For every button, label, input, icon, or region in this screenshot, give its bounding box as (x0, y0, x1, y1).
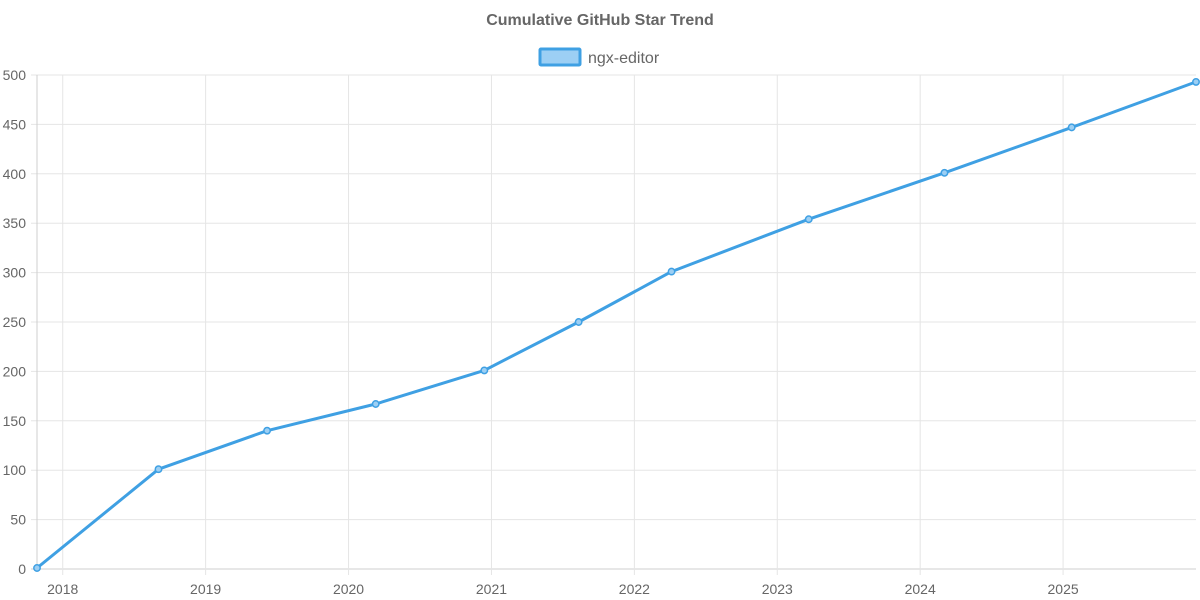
data-point[interactable] (263, 426, 272, 435)
data-point[interactable] (1192, 77, 1200, 86)
x-tick-label: 2019 (190, 581, 221, 597)
series-layer (33, 77, 1200, 572)
y-axis-ticks: 0 50 100 150 200 250 300 350 400 450 500 (3, 67, 27, 577)
legend-label: ngx-editor (588, 50, 660, 67)
legend[interactable]: ngx-editor (538, 47, 660, 67)
data-point[interactable] (574, 318, 583, 326)
x-axis-ticks: 2018 2019 2020 2021 2022 2023 2024 2025 (47, 581, 1079, 597)
x-tick-label: 2018 (47, 581, 78, 597)
data-point[interactable] (480, 366, 489, 375)
data-point[interactable] (154, 465, 163, 474)
y-tick-label: 0 (18, 561, 26, 577)
legend-swatch (538, 47, 582, 67)
y-tick-label: 50 (10, 512, 26, 528)
x-tick-label: 2025 (1048, 581, 1079, 597)
chart-title: Cumulative GitHub Star Trend (486, 12, 714, 29)
y-tick-label: 450 (3, 116, 27, 132)
x-tick-label: 2020 (333, 581, 364, 597)
data-point[interactable] (940, 168, 949, 177)
x-tick-label: 2024 (905, 581, 936, 597)
y-tick-label: 350 (3, 215, 27, 231)
y-tick-label: 400 (3, 166, 27, 182)
series-line-ngx-editor (35, 80, 1198, 570)
y-tick-label: 500 (3, 67, 27, 83)
grid-lines (31, 74, 1196, 575)
x-tick-label: 2023 (762, 581, 793, 597)
data-point[interactable] (667, 267, 676, 276)
x-tick-label: 2021 (476, 581, 507, 597)
y-tick-label: 100 (3, 462, 27, 478)
x-tick-label: 2022 (619, 581, 650, 597)
y-tick-label: 250 (3, 314, 27, 330)
data-point[interactable] (33, 564, 41, 572)
data-point[interactable] (804, 215, 813, 224)
y-tick-label: 300 (3, 265, 27, 281)
data-point[interactable] (1067, 123, 1076, 132)
y-tick-label: 150 (3, 413, 27, 429)
y-tick-label: 200 (3, 363, 27, 379)
data-point[interactable] (371, 400, 380, 408)
